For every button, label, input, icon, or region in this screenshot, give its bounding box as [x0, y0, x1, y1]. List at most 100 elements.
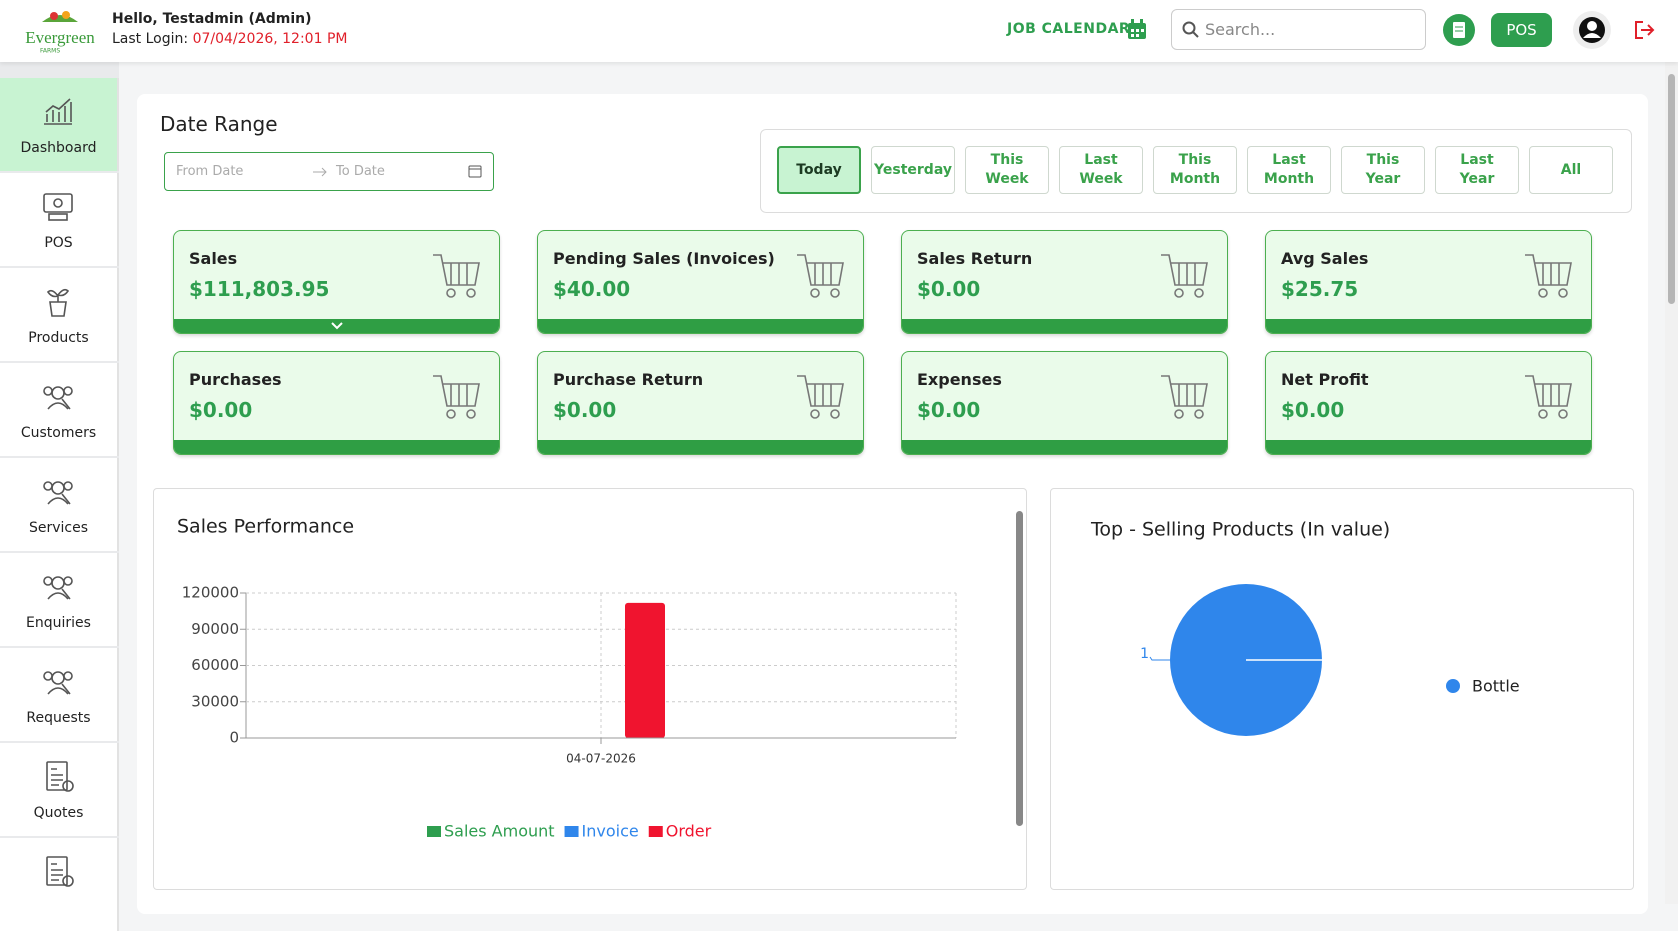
range-button[interactable]: Last Year — [1435, 146, 1519, 194]
stat-card[interactable]: Purchase Return $0.00 — [537, 351, 864, 455]
label-leader — [1149, 656, 1170, 661]
sidebar-item[interactable]: POS — [0, 173, 119, 266]
side-icon — [46, 761, 74, 792]
stat-card[interactable]: Sales Return $0.00 — [901, 230, 1228, 334]
search-icon — [1182, 21, 1199, 38]
stat-card[interactable]: Avg Sales $25.75 — [1265, 230, 1592, 334]
card-title: Avg Sales — [1281, 249, 1369, 268]
arrow — [313, 167, 327, 177]
card-icon — [433, 254, 480, 298]
sidebar-label: Enquiries — [26, 615, 91, 631]
stat-card[interactable]: Sales $111,803.95 — [173, 230, 500, 334]
range-button[interactable]: Yesterday — [871, 146, 955, 194]
card-icon — [433, 375, 480, 419]
stat-card[interactable]: Purchases $0.00 — [173, 351, 500, 455]
sidebar-item[interactable]: Products — [0, 268, 119, 361]
y-tick-label: 60000 — [191, 656, 239, 674]
y-tick-label: 120000 — [182, 584, 239, 602]
logo-sub: FARMS — [40, 48, 60, 55]
sidebar-item[interactable]: Requests — [0, 648, 119, 741]
card-title: Purchase Return — [553, 370, 704, 389]
chart-title: Sales Performance — [177, 516, 354, 538]
legend-label[interactable]: Invoice — [582, 822, 639, 841]
card-value: $111,803.95 — [189, 277, 330, 301]
side-icon — [44, 98, 72, 125]
charts: Sales Performance 0 30000 60000 90000 120000 0… — [177, 516, 1520, 841]
range-button-label: Yesterday — [874, 161, 952, 178]
sidebar-item[interactable]: Dashboard — [0, 78, 119, 171]
legend-dot[interactable] — [1446, 679, 1460, 693]
y-tick-label: 0 — [229, 729, 239, 747]
chevron[interactable] — [331, 322, 343, 330]
legend-label[interactable]: Order — [666, 822, 712, 841]
job-calendar[interactable]: JOB CALENDAR — [1007, 21, 1131, 37]
sidebar-item[interactable]: Services — [0, 458, 119, 551]
calendar-icon[interactable] — [1127, 19, 1147, 41]
legend-label[interactable]: Sales Amount — [444, 822, 555, 841]
card-icon — [1525, 254, 1572, 298]
bar — [625, 602, 665, 738]
last-login-label: Last Login: — [112, 31, 189, 47]
legend-swatch[interactable] — [648, 826, 663, 837]
stat-card[interactable]: Net Profit $0.00 — [1265, 351, 1592, 455]
card-value: $0.00 — [1281, 398, 1345, 422]
side-icon — [46, 856, 74, 887]
range-button[interactable]: Last Month — [1247, 146, 1331, 194]
side-icon — [43, 671, 73, 695]
card-value: $0.00 — [917, 398, 981, 422]
logo[interactable]: Evergreen FARMS — [18, 6, 102, 56]
search-placeholder: Search... — [1205, 20, 1276, 39]
from-date[interactable]: From Date — [176, 164, 244, 179]
range-button-label: This Month — [1169, 152, 1221, 187]
legend-swatch[interactable] — [564, 826, 579, 837]
card-icon — [797, 375, 844, 419]
card-value: $0.00 — [553, 398, 617, 422]
side-icon — [43, 481, 73, 505]
range-button[interactable]: Today — [777, 146, 861, 194]
range-button[interactable]: All — [1529, 146, 1613, 194]
card-title: Sales Return — [917, 249, 1033, 268]
range-buttons — [760, 129, 1632, 213]
range-button[interactable]: Last Week — [1059, 146, 1143, 194]
range-button-label: This Year — [1365, 152, 1401, 187]
last-login: Last Login: 07/04/2026, 12:01 PM — [112, 31, 347, 47]
y-tick-label: 90000 — [191, 620, 239, 638]
card-title: Net Profit — [1281, 370, 1369, 389]
search-box[interactable]: Search... — [1171, 9, 1426, 50]
date-icon[interactable] — [468, 164, 482, 178]
legend-label[interactable]: Bottle — [1472, 677, 1520, 696]
range-button-label: Last Month — [1263, 152, 1315, 187]
sales-performance-panel — [153, 488, 1027, 890]
side-icon — [46, 288, 70, 317]
y-tick-label: 30000 — [191, 692, 239, 710]
notes-icon[interactable] — [1443, 14, 1475, 46]
card-icon — [1161, 254, 1208, 298]
logout-icon[interactable] — [1634, 20, 1656, 40]
range-button-label: Today — [796, 161, 842, 178]
card-bar — [1266, 440, 1591, 454]
sidebar-item[interactable]: Enquiries — [0, 553, 119, 646]
stat-card[interactable]: Expenses $0.00 — [901, 351, 1228, 455]
range-button[interactable]: This Year — [1341, 146, 1425, 194]
logo-name: Evergreen — [25, 28, 95, 47]
last-login-value: 07/04/2026, 12:01 PM — [192, 31, 348, 47]
range-button[interactable]: This Week — [965, 146, 1049, 194]
legend-swatch[interactable] — [427, 826, 441, 837]
range-button-label: All — [1560, 161, 1582, 178]
user-icon[interactable] — [1572, 10, 1612, 50]
pos-button[interactable]: POS — [1491, 13, 1552, 47]
range-button[interactable]: This Month — [1153, 146, 1237, 194]
panel-scrollbar[interactable] — [1015, 493, 1024, 883]
range-button-label: Last Year — [1459, 152, 1495, 187]
date-input[interactable]: From Date To Date — [164, 152, 494, 191]
card-bar — [174, 319, 499, 333]
sidebar-label: Dashboard — [20, 140, 97, 156]
page-scrollbar[interactable] — [1665, 62, 1678, 904]
to-date[interactable]: To Date — [336, 164, 385, 179]
card-value: $0.00 — [917, 277, 981, 301]
sidebar-item[interactable]: Quotes — [0, 743, 119, 836]
sidebar-item[interactable]: Customers — [0, 363, 119, 456]
stat-card[interactable]: Pending Sales (Invoices) $40.00 — [537, 230, 864, 334]
card-title: Sales — [189, 249, 238, 268]
